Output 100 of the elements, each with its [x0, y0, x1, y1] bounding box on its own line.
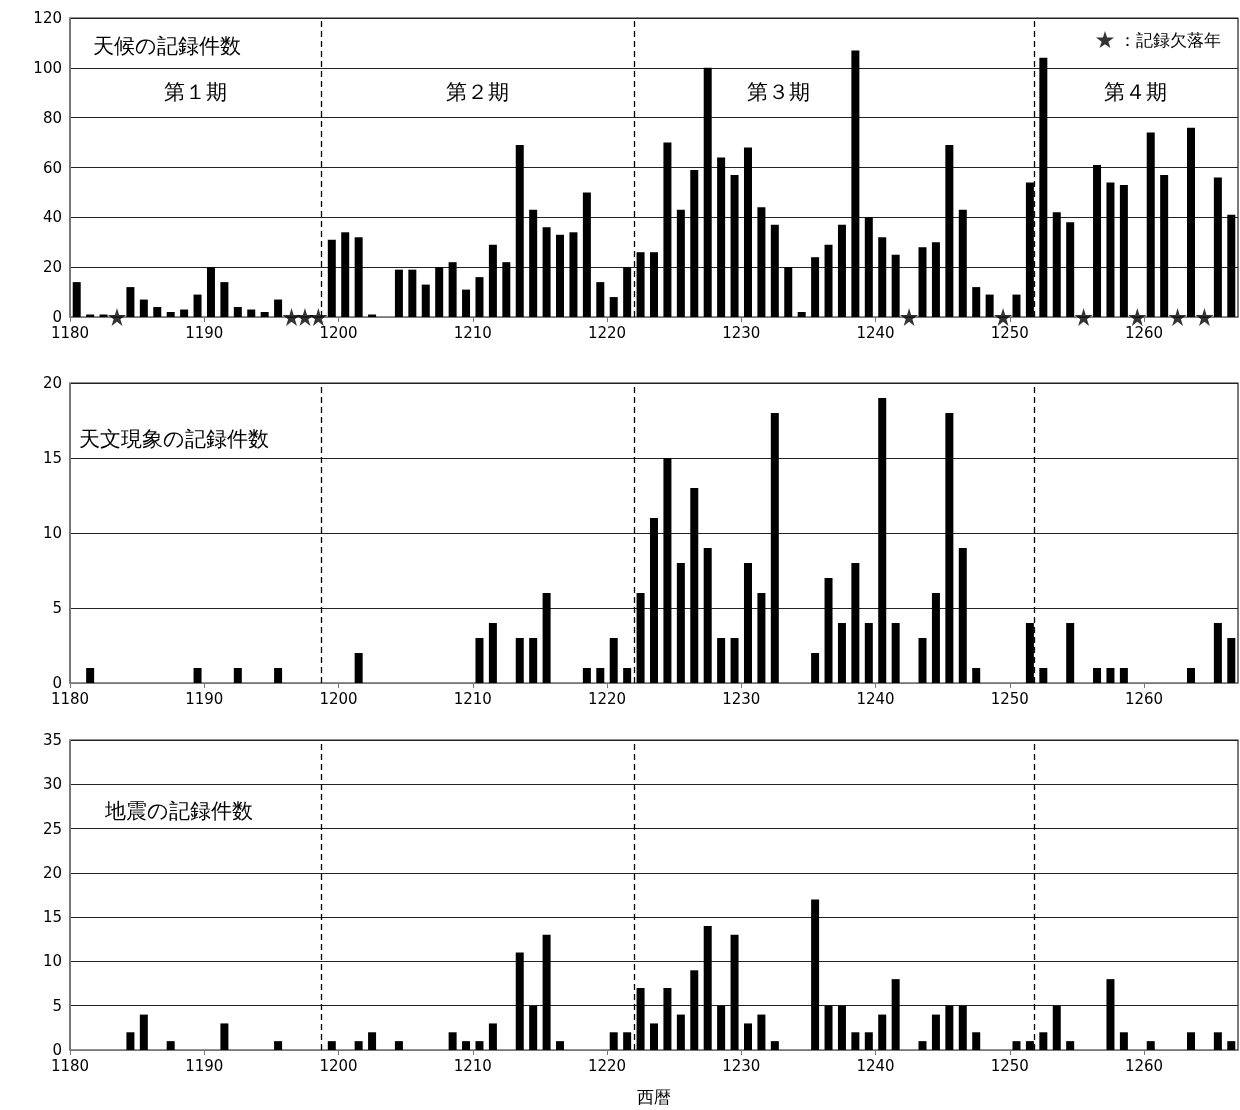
- bar: [918, 1041, 927, 1050]
- bar: [193, 294, 202, 317]
- y-tick-label: 10: [42, 524, 62, 542]
- text: 天候の記録件数: [93, 33, 241, 58]
- bar: [878, 237, 887, 317]
- bar: [864, 623, 873, 683]
- bar: [918, 638, 927, 683]
- bar: [784, 267, 793, 317]
- bar: [824, 578, 833, 683]
- bar: [1106, 182, 1115, 317]
- bar: [542, 934, 551, 1050]
- bar: [139, 299, 148, 317]
- x-axis-title: 西暦: [637, 1086, 671, 1107]
- y-tick-label: 5: [52, 996, 62, 1015]
- bar: [556, 1041, 565, 1050]
- y-tick-label: 60: [42, 158, 62, 177]
- bar: [542, 227, 551, 317]
- x-tick-label: 1210: [453, 689, 492, 708]
- x-tick-label: 1260: [1124, 689, 1164, 708]
- bar: [327, 1041, 336, 1050]
- bar: [220, 282, 229, 317]
- bar: [636, 252, 645, 317]
- bar: [972, 668, 981, 683]
- y-tick-label: 20: [42, 863, 62, 882]
- bar: [650, 1023, 658, 1050]
- bar: [797, 312, 806, 317]
- bar: [717, 1005, 726, 1050]
- bar: [770, 224, 779, 317]
- bar: [1106, 668, 1115, 683]
- bar: [166, 312, 175, 317]
- x-tick-label: 1260: [1124, 1056, 1164, 1075]
- bar: [891, 979, 900, 1050]
- bar: [811, 899, 820, 1050]
- bar: [502, 262, 511, 317]
- bar: [757, 207, 766, 317]
- bar: [609, 1032, 618, 1050]
- bar: [206, 267, 215, 317]
- bar: [354, 653, 363, 683]
- bar: [824, 1005, 833, 1050]
- bar: [421, 284, 430, 317]
- bar: [676, 1014, 685, 1050]
- bar: [475, 638, 484, 683]
- bar: [1052, 1005, 1061, 1050]
- bar: [623, 267, 632, 317]
- bar: [945, 145, 954, 317]
- annotation: 第３期: [747, 80, 811, 104]
- bar: [743, 1023, 752, 1050]
- bar: [582, 192, 591, 317]
- text: 天文現象の記録件数: [79, 426, 269, 451]
- bar: [1119, 668, 1128, 683]
- x-tick-label: 1250: [990, 1056, 1029, 1075]
- bar: [663, 988, 672, 1050]
- bar: [663, 142, 672, 317]
- bar: [515, 145, 524, 317]
- bar: [1039, 57, 1048, 317]
- bar: [878, 398, 887, 683]
- bar: [676, 563, 685, 683]
- bar: [1213, 1032, 1222, 1050]
- x-tick-label: 1210: [453, 323, 492, 342]
- bar: [368, 1032, 377, 1050]
- bar: [824, 244, 833, 317]
- bar: [448, 1032, 457, 1050]
- bar: [247, 309, 256, 317]
- y-tick-label: 30: [42, 775, 62, 794]
- bar: [529, 1005, 538, 1050]
- bar: [274, 668, 283, 683]
- legend-label: ：記録欠落年: [1119, 29, 1221, 50]
- x-tick-label: 1220: [587, 323, 627, 342]
- x-tick-label: 1220: [587, 1056, 627, 1075]
- y-tick-label: 20: [42, 374, 62, 392]
- bar: [931, 242, 940, 317]
- bar: [569, 232, 578, 317]
- x-tick-label: 1190: [185, 1056, 224, 1075]
- bar: [1039, 1032, 1048, 1050]
- bar: [945, 1005, 954, 1050]
- bar: [354, 237, 363, 317]
- bar: [1093, 668, 1102, 683]
- bar: [690, 169, 699, 317]
- bar: [1227, 1041, 1236, 1050]
- text: 地震の記録件数: [104, 798, 253, 823]
- bar: [86, 668, 95, 683]
- y-tick-label: 15: [42, 449, 62, 467]
- bar: [488, 1023, 497, 1050]
- bar: [891, 623, 900, 683]
- bar: [556, 234, 565, 317]
- annotation: 第１期: [164, 80, 228, 104]
- bar: [650, 518, 658, 683]
- bar: [730, 638, 739, 683]
- bar: [1119, 1032, 1128, 1050]
- bar: [918, 247, 927, 317]
- bar: [958, 1005, 967, 1050]
- bar: [1066, 1041, 1075, 1050]
- x-tick-label: 1180: [50, 689, 90, 708]
- bar: [153, 307, 162, 317]
- bar: [864, 1032, 873, 1050]
- annotation: 第２期: [445, 80, 509, 104]
- bar: [623, 668, 632, 683]
- bar: [488, 623, 497, 683]
- x-tick-label: 1200: [319, 689, 358, 708]
- x-tick-label: 1230: [722, 323, 761, 342]
